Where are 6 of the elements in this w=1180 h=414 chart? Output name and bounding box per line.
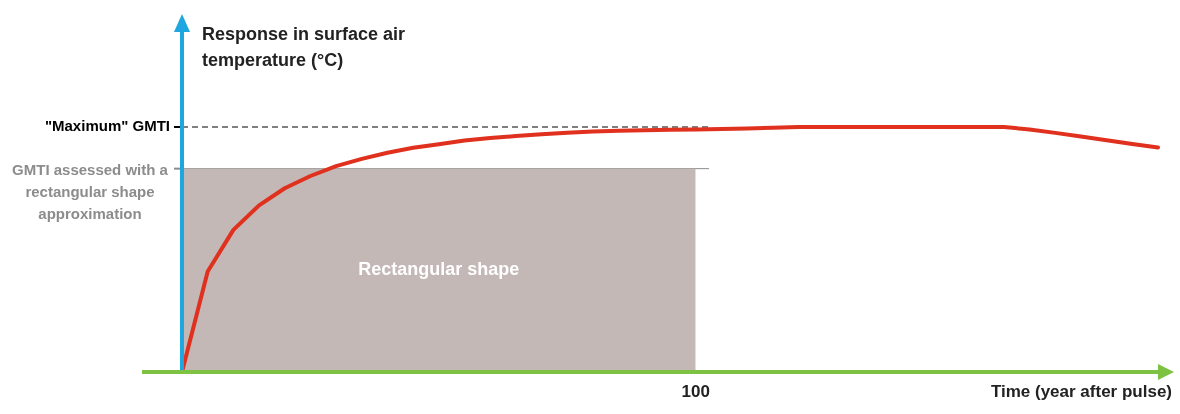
text: 100 xyxy=(681,382,710,402)
y-axis-title: Response in surface air temperature (°C) xyxy=(202,23,406,70)
series-label: Rectangular shape xyxy=(358,259,520,280)
x-axis-title: Time (year after pulse) xyxy=(990,382,1172,402)
ref-line-label: "Maximum" GMTI xyxy=(44,117,170,135)
legend-label: GMTI assessed with a rectangular shape approximation xyxy=(12,160,169,222)
